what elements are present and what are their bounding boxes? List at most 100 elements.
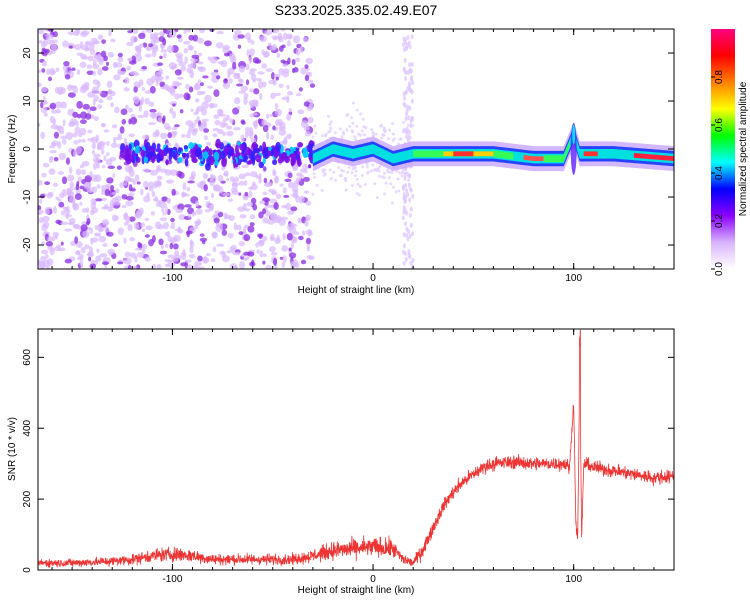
spectrogram-noise-blob [327,130,331,134]
spectrogram-noise-blob [405,171,409,175]
spectrogram-noise-blob [279,183,284,187]
spectrogram-noise-blob [164,231,169,237]
spectrogram-noise-blob [127,223,133,232]
colorbar-tick-label: 0.4 [714,166,725,180]
spectrogram-noise-blob [209,56,218,64]
spectrogram-noise-blob [282,233,286,241]
spectrogram-noise-blob [86,70,94,76]
spectrogram-noise-blob [359,112,363,116]
spectrogram-noise-blob [172,243,179,250]
spectrogram-noise-blob [154,129,160,137]
spectrogram-noise-blob [180,65,187,72]
spectrogram-noise-blob [137,114,145,119]
spectrogram-noise-blob [199,237,208,242]
spectrogram-noise-blob [121,204,127,209]
spectrogram-noise-blob [391,139,395,143]
spectrogram-noise-blob [249,261,256,267]
colorbar-tick-label: 0.8 [714,70,725,84]
spectrogram-noise-blob [103,204,109,210]
spectrogram-noise-blob [98,235,107,243]
spectrogram-noise-blob [89,263,97,269]
spectrogram-noise-blob [238,65,246,73]
spectrogram-noise-blob [355,177,359,181]
spectrogram-ridge-blob [177,156,183,163]
spectrogram-ridge-blob [194,148,201,158]
spectrogram-ridge-blob [186,152,190,159]
spectrogram-noise-blob [85,40,91,46]
spectrogram-noise-blob [212,127,220,132]
spectrogram-noise-blob [49,247,55,256]
spectrogram-noise-blob [48,168,56,176]
spectrogram-noise-blob [252,79,257,83]
spectrogram-noise-blob [311,135,315,139]
spectrogram-noise-blob [87,55,94,62]
spectrogram-noise-blob [401,215,405,221]
spectrogram-noise-blob [200,180,206,184]
spectrogram-noise-blob [355,108,359,112]
spectrogram-noise-blob [45,241,54,247]
spectrogram-noise-blob [183,29,187,34]
spectrogram-noise-blob [140,188,144,196]
spectrogram-noise-blob [87,91,96,98]
spectrogram-ridge-blob [263,147,268,157]
spectrogram-noise-blob [96,248,100,254]
spectrogram-noise-blob [258,211,264,219]
spectrogram-noise-blob [269,113,274,118]
spectrogram-noise-blob [266,181,273,187]
spectrogram-noise-blob [322,173,326,177]
spectrogram-noise-blob [290,260,296,268]
spectrogram-noise-blob [286,133,292,140]
spectrogram-noise-blob [371,131,375,135]
spectrogram-noise-blob [404,232,408,238]
spectrogram-noise-blob [344,188,348,192]
spectrogram-noise-blob [41,47,46,51]
spectrogram-noise-blob [329,126,333,130]
spectrogram-noise-blob [403,58,407,64]
spectrogram-noise-blob [106,95,113,101]
spectrogram-noise-blob [157,116,163,124]
spectrogram-ridge-blob [209,155,215,166]
spectrogram-ridge-blob [255,154,262,163]
spectrogram-noise-blob [177,76,184,80]
spectrogram-noise-blob [212,133,218,138]
spectrogram-noise-blob [269,212,278,221]
spectrogram-noise-blob [92,63,100,70]
spectrogram-noise-blob [117,227,124,236]
spectrogram-noise-blob [410,98,414,104]
spectrogram-noise-blob [84,175,92,183]
spectrogram-noise-blob [97,34,103,40]
spectrogram-noise-blob [383,171,387,175]
spectrogram-noise-blob [61,188,67,197]
spectrogram-noise-blob [80,30,88,38]
spectrogram-noise-blob [402,120,406,124]
spectrogram-noise-blob [192,127,199,133]
spectrogram-noise-blob [234,251,241,256]
spectrogram-noise-blob [49,156,53,164]
spectrogram-noise-blob [351,167,355,171]
spectrogram-noise-blob [372,168,376,172]
spectrogram-noise-blob [41,240,45,246]
spectrogram-noise-blob [210,71,219,77]
spectrogram-noise-blob [127,176,132,182]
spectrogram-noise-blob [50,43,58,51]
colorbar-ticks: 0.0 0.2 0.4 0.6 0.8 [711,70,725,276]
spectrogram-ridge-blob [272,159,278,166]
spectrogram-noise-blob [171,188,176,196]
spectrogram-noise-blob [226,250,233,254]
spectrogram-noise-blob [93,162,97,170]
spectrogram-noise-blob [303,176,310,182]
spectrogram-noise-blob [112,243,119,248]
spectrogram-noise-blob [75,183,80,191]
spectrogram-noise-blob [243,97,248,106]
spectrogram-noise-blob [266,131,270,140]
spectrogram-noise-blob [218,113,227,117]
spectrogram-noise-blob [174,93,180,100]
spectrogram-noise-blob [407,131,411,135]
spectrogram-noise-blob [172,103,176,107]
spectrogram-noise-blob [166,179,174,184]
spectrogram-noise-blob [89,106,97,111]
spectrogram-noise-blob [135,247,143,251]
spectrogram-noise-blob [390,201,394,205]
spectrogram-noise-blob [397,189,401,193]
spectrogram-noise-blob [329,177,333,181]
